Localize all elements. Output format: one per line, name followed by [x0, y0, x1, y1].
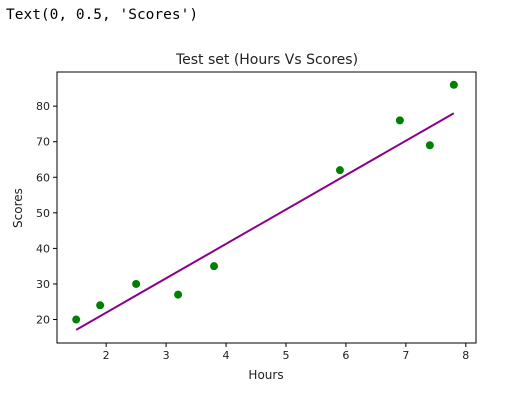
x-tick-label: 7: [402, 349, 409, 362]
data-point: [210, 262, 219, 271]
y-tick-label: 40: [36, 242, 50, 255]
x-tick-label: 3: [163, 349, 170, 362]
plot-area: [56, 71, 477, 344]
data-point: [72, 315, 81, 324]
y-tick-label: 30: [36, 278, 50, 291]
y-tick-label: 80: [36, 100, 50, 113]
x-axis-label: Hours: [248, 368, 283, 382]
x-tick-label: 2: [103, 349, 110, 362]
data-point: [174, 290, 183, 299]
y-tick-label: 70: [36, 136, 50, 149]
y-tick-label: 50: [36, 207, 50, 220]
regression-line: [75, 112, 455, 331]
data-point: [449, 80, 458, 89]
x-tick-label: 6: [342, 349, 349, 362]
y-axis-label: Scores: [11, 188, 25, 228]
cell-output-text: Text(0, 0.5, 'Scores'): [6, 7, 199, 23]
x-tick-label: 4: [223, 349, 230, 362]
x-tick-label: 5: [282, 349, 289, 362]
chart-title: Test set (Hours Vs Scores): [175, 52, 358, 68]
data-point: [425, 141, 434, 150]
data-point: [96, 301, 105, 310]
y-tick-label: 60: [36, 171, 50, 184]
x-tick-label: 8: [462, 349, 469, 362]
y-tick-label: 20: [36, 314, 50, 327]
data-point: [132, 279, 141, 288]
data-point: [395, 116, 404, 125]
data-point: [335, 166, 344, 175]
